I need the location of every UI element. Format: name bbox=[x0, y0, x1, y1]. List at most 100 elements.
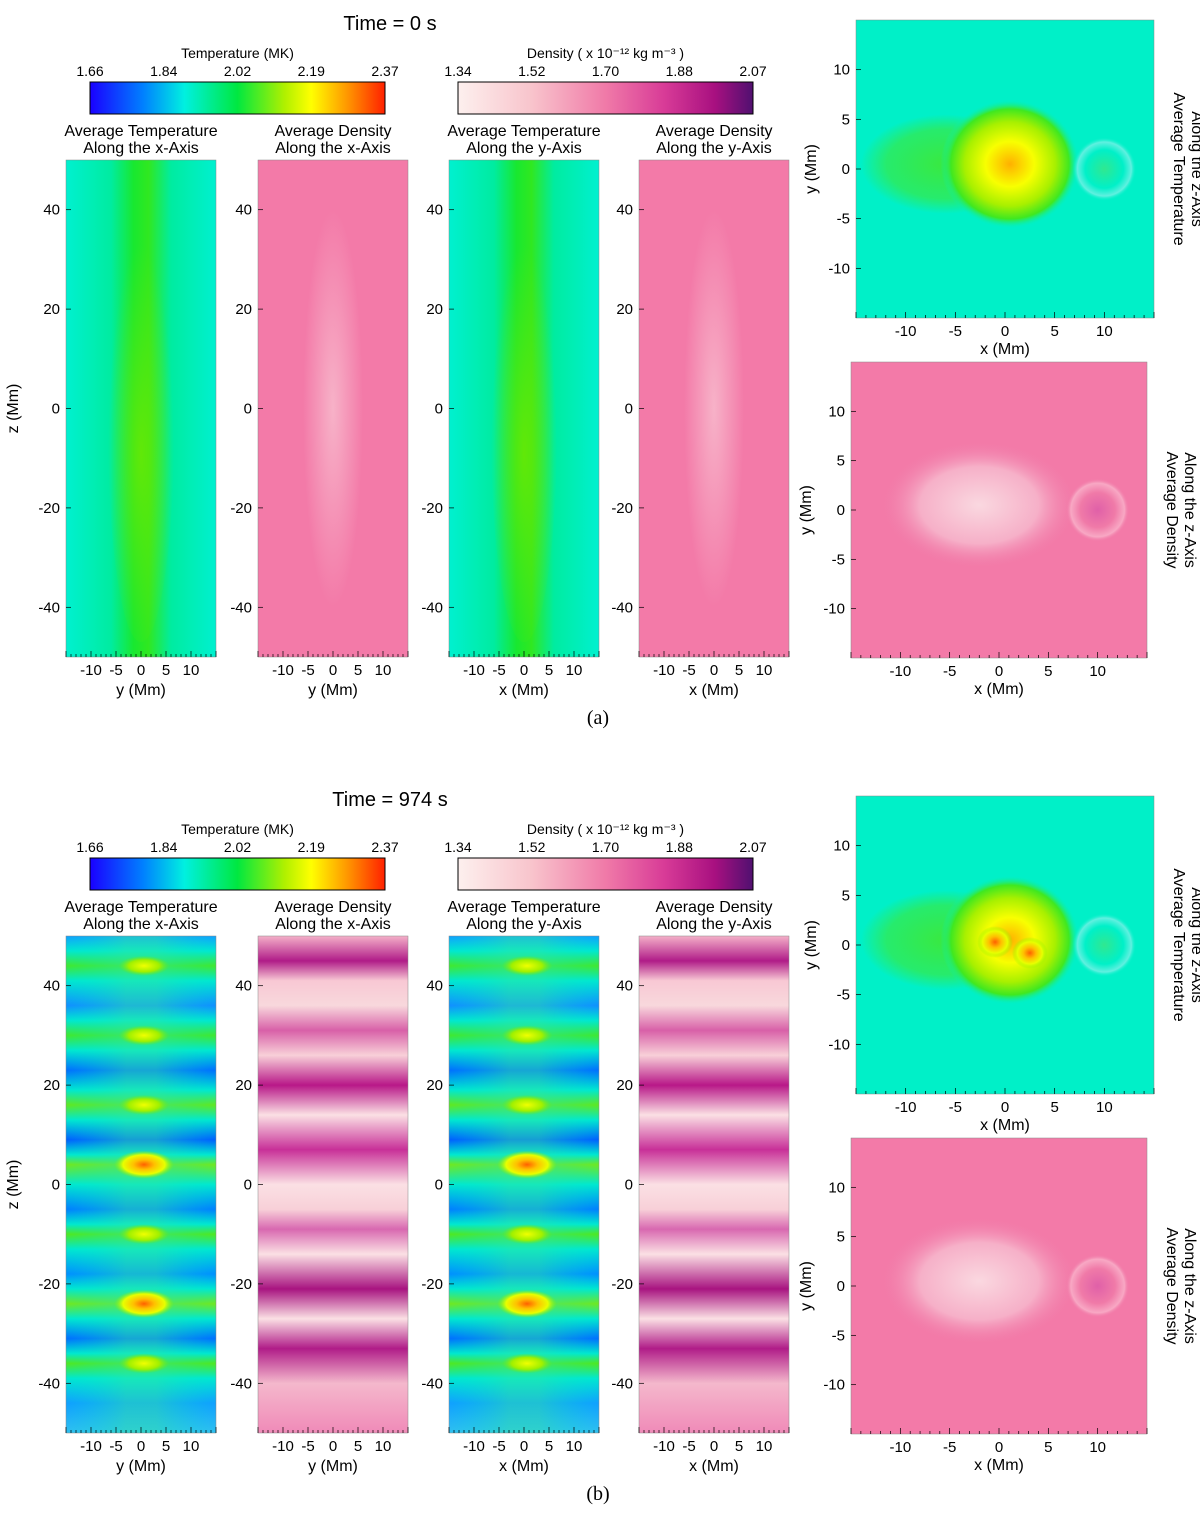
hot-blob bbox=[118, 955, 170, 976]
x-tick-label: -10 bbox=[272, 662, 294, 679]
x-tick-label: -5 bbox=[301, 1438, 314, 1455]
dense-spot bbox=[1066, 1254, 1130, 1318]
strip-xlabel: x (Mm) bbox=[689, 682, 739, 699]
x-tick-label: 0 bbox=[995, 663, 1003, 680]
y-tick-label: 20 bbox=[426, 301, 443, 318]
y-tick-label: 40 bbox=[616, 202, 633, 219]
y-tick-label: 40 bbox=[235, 202, 252, 219]
square-ylabel: y (Mm) bbox=[798, 485, 815, 535]
y-tick-label: 5 bbox=[837, 1229, 845, 1246]
x-tick-label: -10 bbox=[895, 323, 917, 340]
center-column bbox=[449, 936, 599, 1433]
y-tick-label: -20 bbox=[421, 500, 443, 517]
hot-blob bbox=[118, 1353, 170, 1374]
y-tick-label: 40 bbox=[426, 202, 443, 219]
x-tick-label: -10 bbox=[653, 1438, 675, 1455]
square-temperature: -10 -5 0 5 10 -10 -5 0 5 10 x (Mm) y (Mm) Average Te… bbox=[803, 19, 1200, 358]
x-tick-label: 0 bbox=[329, 1438, 337, 1455]
x-tick-label: 0 bbox=[1001, 1099, 1009, 1116]
x-tick-label: 0 bbox=[520, 662, 528, 679]
y-tick-label: 20 bbox=[235, 301, 252, 318]
x-tick-label: -5 bbox=[492, 662, 505, 679]
x-tick-label: -5 bbox=[109, 1438, 122, 1455]
density-colorbar-tick-label: 1.70 bbox=[592, 63, 619, 79]
x-tick-label: 10 bbox=[1089, 1439, 1106, 1456]
x-tick-label: 10 bbox=[1089, 663, 1106, 680]
y-tick-label: -20 bbox=[421, 1276, 443, 1293]
y-tick-label: -20 bbox=[38, 500, 60, 517]
y-tick-label: 10 bbox=[828, 1179, 845, 1196]
panel-caption: (a) bbox=[587, 707, 609, 729]
x-tick-label: 0 bbox=[137, 1438, 145, 1455]
x-tick-label: 0 bbox=[1001, 323, 1009, 340]
square-side-title: Average Density bbox=[1163, 1227, 1180, 1344]
x-tick-label: 10 bbox=[1096, 323, 1113, 340]
y-tick-label: 5 bbox=[842, 887, 850, 904]
square-xlabel: x (Mm) bbox=[980, 341, 1030, 358]
strip-title: Average Density bbox=[655, 123, 772, 140]
strip-title: Along the y-Axis bbox=[656, 916, 772, 933]
x-tick-label: -10 bbox=[463, 662, 485, 679]
hot-spot bbox=[1011, 937, 1048, 969]
density-colorbar-tick-label: 1.88 bbox=[666, 63, 693, 79]
y-tick-label: -10 bbox=[823, 1377, 845, 1394]
density-colorbar-title: Density ( x 10⁻¹² kg m⁻³ ) bbox=[527, 821, 684, 837]
square-side-title: Average Temperature bbox=[1170, 92, 1187, 245]
x-tick-label: -5 bbox=[301, 662, 314, 679]
panel-caption: (b) bbox=[586, 1483, 609, 1505]
strip-title: Along the x-Axis bbox=[83, 140, 199, 157]
x-tick-label: -5 bbox=[682, 662, 695, 679]
x-tick-label: 5 bbox=[1044, 1439, 1052, 1456]
center-column bbox=[66, 936, 216, 1433]
square-side-title: Along the z-Axis bbox=[1181, 452, 1198, 568]
x-tick-label: -5 bbox=[682, 1438, 695, 1455]
strip-title: Average Temperature bbox=[64, 123, 217, 140]
y-tick-label: 0 bbox=[244, 401, 252, 418]
y-tick-label: 40 bbox=[43, 978, 60, 995]
hot-column bbox=[108, 224, 174, 643]
square-side-title: Along the z-Axis bbox=[1188, 111, 1200, 227]
x-tick-label: 10 bbox=[1096, 1099, 1113, 1116]
hot-blob bbox=[497, 1289, 557, 1318]
temperature-colorbar-title: Temperature (MK) bbox=[181, 45, 294, 61]
x-tick-label: 10 bbox=[375, 1438, 392, 1455]
x-tick-label: 5 bbox=[545, 1438, 553, 1455]
x-tick-label: -10 bbox=[895, 1099, 917, 1116]
y-tick-label: -20 bbox=[611, 500, 633, 517]
strip-title: Along the y-Axis bbox=[466, 140, 582, 157]
y-tick-label: -40 bbox=[421, 599, 443, 616]
temperature-colorbar bbox=[89, 857, 386, 891]
dense-spot bbox=[1066, 478, 1130, 542]
x-tick-label: 5 bbox=[162, 662, 170, 679]
flux-spot bbox=[1072, 913, 1137, 977]
y-tick-label: -20 bbox=[611, 1276, 633, 1293]
square-side-title: Average Density bbox=[1163, 451, 1180, 568]
x-tick-label: 0 bbox=[137, 662, 145, 679]
y-tick-label: -5 bbox=[837, 211, 850, 228]
hot-spot bbox=[977, 926, 1013, 958]
y-tick-label: 5 bbox=[837, 453, 845, 470]
x-tick-label: -10 bbox=[463, 1438, 485, 1455]
x-tick-label: 10 bbox=[183, 662, 200, 679]
y-tick-label: -20 bbox=[230, 1276, 252, 1293]
x-tick-label: 5 bbox=[1050, 1099, 1058, 1116]
hot-blob bbox=[114, 1150, 174, 1179]
y-tick-label: -5 bbox=[837, 987, 850, 1004]
y-tick-label: 0 bbox=[625, 401, 633, 418]
strip-xlabel: y (Mm) bbox=[116, 682, 166, 699]
density-colorbar-tick-label: 1.34 bbox=[444, 63, 471, 79]
square-density: -10 -5 0 5 10 -10 -5 0 5 10 x (Mm) y (Mm) Average De… bbox=[798, 361, 1198, 698]
x-tick-label: -10 bbox=[653, 662, 675, 679]
temperature-colorbar-tick-label: 2.19 bbox=[298, 839, 325, 855]
strip-title: Along the x-Axis bbox=[83, 916, 199, 933]
temperature-colorbar-tick-label: 1.84 bbox=[150, 63, 177, 79]
y-tick-label: 10 bbox=[828, 403, 845, 420]
y-tick-label: -40 bbox=[230, 599, 252, 616]
x-tick-label: 10 bbox=[566, 1438, 583, 1455]
square-side-title: Along the z-Axis bbox=[1188, 887, 1200, 1003]
density-colorbar-tick-label: 1.52 bbox=[518, 63, 545, 79]
density-colorbar-tick-label: 1.34 bbox=[444, 839, 471, 855]
y-tick-label: -20 bbox=[230, 500, 252, 517]
